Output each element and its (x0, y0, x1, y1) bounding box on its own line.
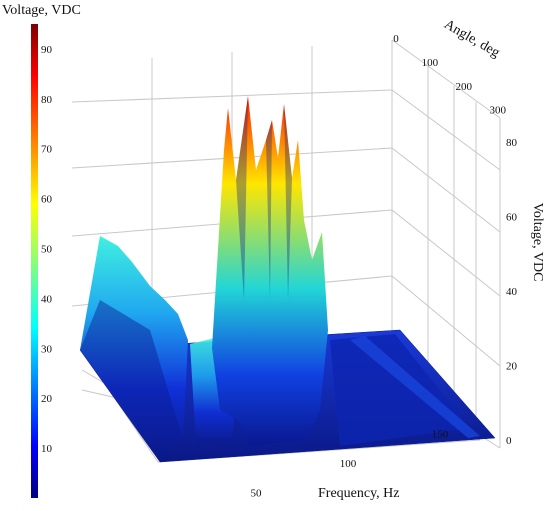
colorbar-gradient (31, 24, 38, 498)
colorbar-label: Voltage, VDC (2, 3, 81, 18)
z-tick-80: 80 (506, 137, 518, 149)
x-axis-label: Frequency, Hz (318, 486, 400, 501)
low-ridge-left (80, 236, 188, 455)
surface-floor-band (330, 334, 470, 446)
colorbar-tick-50: 50 (41, 244, 53, 256)
y-tick-200: 200 (456, 81, 473, 93)
surface-plot (79, 96, 496, 463)
z-tick-20: 20 (506, 361, 518, 373)
z-axis-label: Voltage, VDC (530, 203, 545, 282)
colorbar-tick-20: 20 (41, 393, 53, 405)
colorbar-tick-80: 80 (41, 94, 53, 106)
z-tick-40: 40 (506, 286, 518, 298)
x-tick-100: 100 (340, 458, 357, 470)
colorbar-ticks: 10 20 30 40 50 60 70 80 90 (41, 44, 53, 455)
low-ridge-left-shade (80, 300, 183, 455)
colorbar: Voltage, VDC 10 20 30 40 50 60 70 80 90 (2, 3, 81, 498)
y-tick-300: 300 (489, 105, 506, 117)
colorbar-tick-90: 90 (41, 44, 53, 56)
x-axis: 50 100 150 Frequency, Hz (251, 429, 449, 502)
z-axis: 0 20 40 60 80 Voltage, VDC (506, 137, 545, 447)
z-tick-60: 60 (506, 211, 518, 223)
y-axis-ticks: 0 100 200 300 (393, 33, 506, 117)
colorbar-tick-70: 70 (41, 144, 53, 156)
colorbar-tick-40: 40 (41, 293, 53, 305)
surface-floor-ridge (350, 336, 480, 438)
x-axis-ticks: 50 100 150 (251, 429, 449, 500)
y-tick-100: 100 (422, 57, 439, 69)
x-tick-50: 50 (251, 488, 263, 500)
z-axis-ticks: 0 20 40 60 80 (506, 137, 518, 447)
colorbar-tick-60: 60 (41, 194, 53, 206)
y-axis: 0 100 200 300 Angle, deg (393, 17, 506, 117)
y-axis-label: Angle, deg (441, 17, 502, 61)
colorbar-tick-10: 10 (41, 443, 53, 455)
main-peak-band (212, 96, 328, 446)
y-tick-0: 0 (393, 33, 399, 45)
colorbar-tick-30: 30 (41, 343, 53, 355)
x-tick-150: 150 (432, 429, 449, 441)
z-tick-0: 0 (506, 435, 512, 447)
